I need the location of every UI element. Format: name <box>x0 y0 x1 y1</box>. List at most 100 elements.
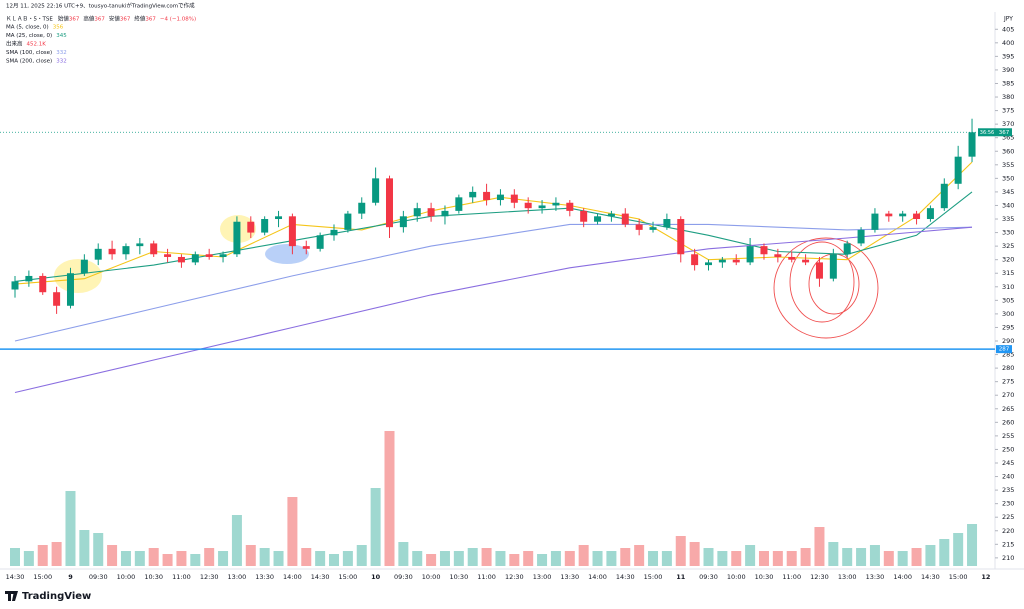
candle-body <box>968 132 976 157</box>
volume-bar <box>648 551 659 566</box>
volume-bar <box>439 551 450 566</box>
candle-body <box>372 178 380 203</box>
candle-body <box>954 156 962 184</box>
volume-bar <box>329 554 340 566</box>
volume-bar <box>315 551 326 566</box>
candle-body <box>774 254 782 257</box>
x-tick-label: 13:30 <box>866 573 885 581</box>
volume-bar <box>800 548 811 566</box>
y-tick-label: 335 <box>1002 215 1014 223</box>
candle-body <box>177 256 185 263</box>
y-tick-label: 355 <box>1002 161 1014 169</box>
x-tick-label: 10:30 <box>449 573 468 581</box>
candle-body <box>510 194 518 203</box>
y-tick-label: 325 <box>1002 242 1014 250</box>
x-tick-label: 09:30 <box>699 573 718 581</box>
y-tick-label: 270 <box>1002 391 1014 399</box>
legend: ＫＬＡＢ・5・TSE 始値 367 高値 367 安値 367 終値 367 −4 (−1.08%… <box>6 15 196 65</box>
volume-bar <box>65 491 76 566</box>
candle-body <box>94 248 102 260</box>
volume-bar <box>523 551 534 566</box>
volume-bar <box>883 551 894 566</box>
x-tick-label: 14:00 <box>283 573 302 581</box>
y-tick-label: 260 <box>1002 418 1014 426</box>
highlight <box>54 259 102 293</box>
volume-bar <box>107 545 118 566</box>
candle-body <box>732 259 740 263</box>
volume-bar <box>93 533 104 566</box>
y-tick-label: 395 <box>1002 52 1014 60</box>
legend-value: 452.1K <box>27 42 47 48</box>
candle-body <box>788 256 796 260</box>
candle-body <box>607 213 615 217</box>
symbol: ＫＬＡＢ・5・TSE <box>6 16 53 23</box>
y-tick-label: 390 <box>1002 66 1014 74</box>
header: 12月 11, 2025 22:16 UTC+9、tousyo-tanukiがT… <box>6 2 195 10</box>
candle-body <box>275 216 283 220</box>
countdown: 36:56 <box>980 130 994 136</box>
candle-body <box>344 213 352 230</box>
candle-body <box>427 208 435 217</box>
x-tick-label: 10:30 <box>144 573 163 581</box>
volume-bar <box>675 536 686 566</box>
volume-bar <box>967 524 978 566</box>
candle-body <box>413 208 421 217</box>
y-tick-label: 265 <box>1002 405 1014 413</box>
volume-bar <box>786 551 797 566</box>
y-tick-label: 310 <box>1002 283 1014 291</box>
volume-bar <box>911 548 922 566</box>
volume-bar <box>148 548 159 566</box>
volume-bar <box>689 542 700 566</box>
volume-bar <box>745 545 756 566</box>
volume-bar <box>370 488 381 566</box>
volume-bar <box>10 548 20 566</box>
y-tick-label: 255 <box>1002 432 1014 440</box>
ohlc-label: 始値 <box>58 15 70 23</box>
volume-bar <box>758 551 769 566</box>
candle-body <box>80 259 88 274</box>
x-tick-label: 11 <box>676 573 686 581</box>
volume-bar <box>953 533 964 566</box>
volume-bar <box>162 554 173 566</box>
candle-body <box>191 254 199 263</box>
volume-bar <box>703 548 714 566</box>
legend-value: 356 <box>53 25 64 31</box>
candle-body <box>580 210 588 222</box>
x-tick-label: 12:30 <box>505 573 524 581</box>
candle-body <box>164 254 172 257</box>
x-tick-label: 9 <box>68 573 73 581</box>
volume-bar <box>204 548 215 566</box>
x-tick-label: 14:00 <box>893 573 912 581</box>
volume-bar <box>592 551 603 566</box>
brand: TradingView <box>22 591 91 602</box>
candle-body <box>455 197 463 211</box>
candle-body <box>302 246 310 249</box>
volume-bar <box>384 431 395 566</box>
y-tick-label: 330 <box>1002 229 1014 237</box>
volume-bar <box>620 548 631 566</box>
y-tick-label: 305 <box>1002 296 1014 304</box>
volume-bar <box>550 551 561 566</box>
x-tick-label: 12 <box>981 573 990 581</box>
circle-drawing <box>773 237 879 339</box>
y-tick-label: 375 <box>1002 107 1014 115</box>
y-tick-label: 245 <box>1002 459 1014 467</box>
candle-body <box>566 202 574 211</box>
y-tick-label: 240 <box>1002 473 1014 481</box>
volume-bar <box>23 551 34 566</box>
volume-bar <box>481 548 492 566</box>
x-tick-label: 09:30 <box>89 573 108 581</box>
y-tick-label: 285 <box>1002 351 1014 359</box>
volume-bar <box>717 551 728 566</box>
ma-line <box>14 226 973 394</box>
currency: JPY <box>1003 16 1013 23</box>
ohlc-label: 高値 <box>83 15 95 23</box>
candle-body <box>496 194 504 201</box>
candle-body <box>219 254 227 257</box>
volume-bar <box>814 527 825 566</box>
y-tick-label: 295 <box>1002 323 1014 331</box>
ohlc-value: 367 <box>120 17 131 23</box>
y-tick-label: 405 <box>1002 25 1014 33</box>
candle-body <box>11 281 19 290</box>
